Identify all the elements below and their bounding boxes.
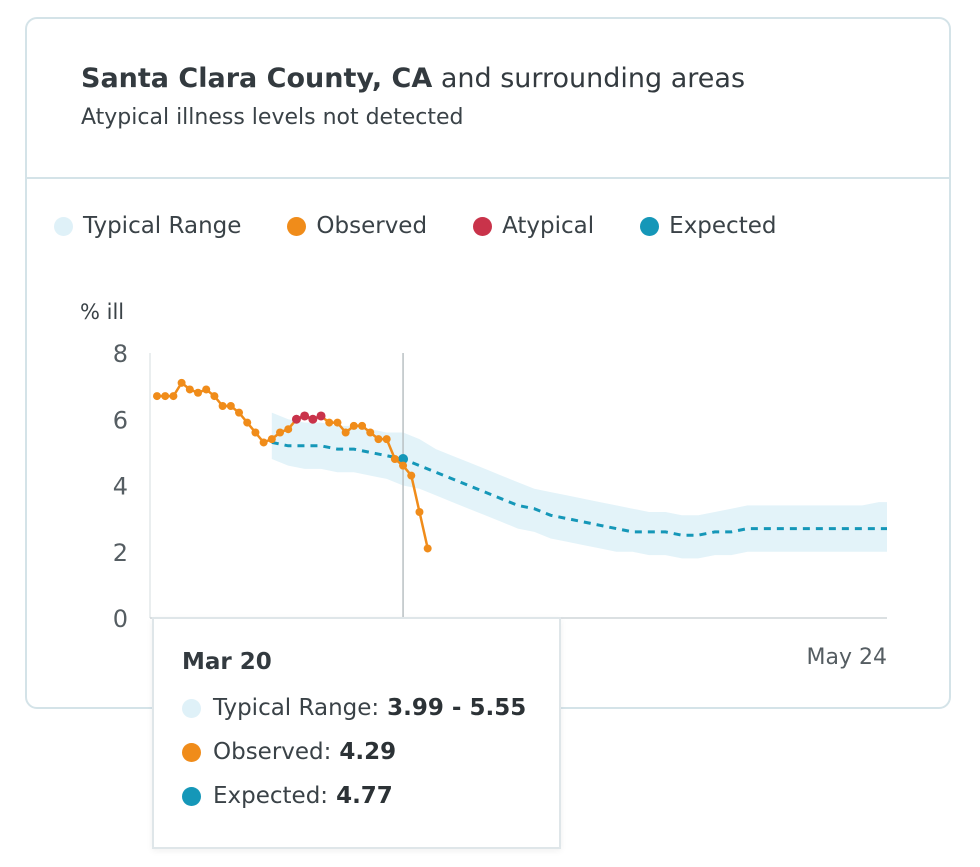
tooltip-expected-value: 4.77 — [336, 783, 393, 809]
tooltip-expected-row: Expected: 4.77 — [182, 783, 393, 809]
observed-point — [358, 421, 367, 430]
legend-typical-range[interactable]: Typical Range — [54, 213, 241, 239]
observed-dot-icon — [182, 742, 201, 762]
observed-line — [157, 380, 429, 549]
atypical-point — [300, 411, 310, 421]
observed-point — [341, 428, 350, 437]
y-tick-label: 4 — [113, 473, 128, 501]
observed-point — [235, 408, 244, 417]
observed-point — [153, 392, 161, 401]
typical-range-dot-icon — [182, 698, 201, 718]
observed-point — [185, 385, 194, 394]
atypical-point — [308, 414, 318, 424]
typical-range-dot-icon — [54, 216, 73, 236]
tooltip-typical-row: Typical Range: 3.99 - 5.55 — [182, 695, 526, 721]
hover-tooltip: Mar 20 Typical Range: 3.99 - 5.55 Observ… — [152, 617, 561, 849]
card-header: Santa Clara County, CA and surrounding a… — [27, 19, 949, 179]
y-tick-label: 0 — [113, 605, 128, 633]
status-text: Atypical illness levels not detected — [81, 105, 464, 130]
observed-point — [259, 438, 268, 447]
location-name: Santa Clara County, CA — [81, 63, 433, 94]
tooltip-expected-label: Expected: — [213, 783, 329, 809]
observed-point — [210, 392, 219, 401]
y-tick-label: 2 — [113, 539, 128, 567]
expected-point — [398, 454, 409, 464]
typical-range-band-layer — [271, 412, 887, 559]
observed-point — [399, 461, 408, 470]
chart-legend: Typical Range Observed Atypical Expected — [54, 208, 822, 244]
observed-point — [169, 392, 178, 401]
expected-dot-icon — [640, 216, 660, 236]
observed-point — [374, 435, 383, 444]
location-suffix: and surrounding areas — [440, 63, 746, 94]
atypical-dot-icon — [473, 216, 493, 236]
observed-point — [243, 418, 252, 427]
observed-point — [251, 428, 260, 437]
tooltip-observed-label: Observed: — [213, 739, 332, 765]
legend-atypical[interactable]: Atypical — [473, 213, 594, 239]
legend-label: Typical Range — [83, 213, 242, 239]
observed-dot-icon — [287, 216, 307, 236]
observed-point — [202, 385, 211, 394]
observed-point — [333, 418, 342, 427]
observed-point — [161, 392, 170, 401]
tooltip-typical-label: Typical Range: — [213, 695, 380, 721]
legend-observed[interactable]: Observed — [287, 213, 427, 239]
y-tick-label: 6 — [113, 406, 128, 434]
observed-point — [407, 471, 416, 480]
tooltip-observed-row: Observed: 4.29 — [182, 739, 396, 765]
observed-point — [218, 402, 227, 410]
expected-dot-icon — [182, 786, 201, 806]
atypical-point — [316, 411, 326, 421]
tooltip-observed-value: 4.29 — [339, 739, 397, 765]
chart-card: Santa Clara County, CA and surrounding a… — [25, 17, 951, 709]
observed-point — [194, 388, 203, 397]
observed-point — [366, 428, 375, 437]
observed-point — [415, 508, 424, 516]
observed-point — [325, 418, 334, 427]
atypical-point — [291, 414, 301, 424]
observed-point — [349, 421, 358, 430]
expected-series-layer — [271, 440, 887, 537]
observed-point — [276, 428, 285, 437]
legend-expected[interactable]: Expected — [640, 213, 776, 239]
legend-label: Atypical — [502, 213, 595, 239]
tooltip-typical-value: 3.99 - 5.55 — [387, 695, 527, 721]
observed-point — [284, 425, 293, 434]
legend-label: Expected — [669, 213, 777, 239]
y-tick-labels: 0 2 4 6 8 — [113, 340, 128, 633]
y-axis-label: % ill — [80, 300, 124, 324]
chart-title: Santa Clara County, CA and surrounding a… — [81, 63, 745, 94]
observed-point — [226, 402, 235, 410]
observed-point — [382, 435, 391, 444]
y-tick-label: 8 — [113, 340, 128, 368]
legend-label: Observed — [316, 213, 428, 239]
typical-range-band — [271, 412, 887, 559]
observed-point — [177, 378, 186, 387]
expected-line — [271, 440, 887, 537]
observed-point — [423, 544, 432, 553]
observed-point — [267, 435, 276, 444]
x-tick-label-may-24: May 24 — [807, 645, 887, 670]
observed-point — [390, 455, 399, 463]
tooltip-date: Mar 20 — [182, 649, 272, 675]
atypical-series-layer — [291, 411, 326, 424]
